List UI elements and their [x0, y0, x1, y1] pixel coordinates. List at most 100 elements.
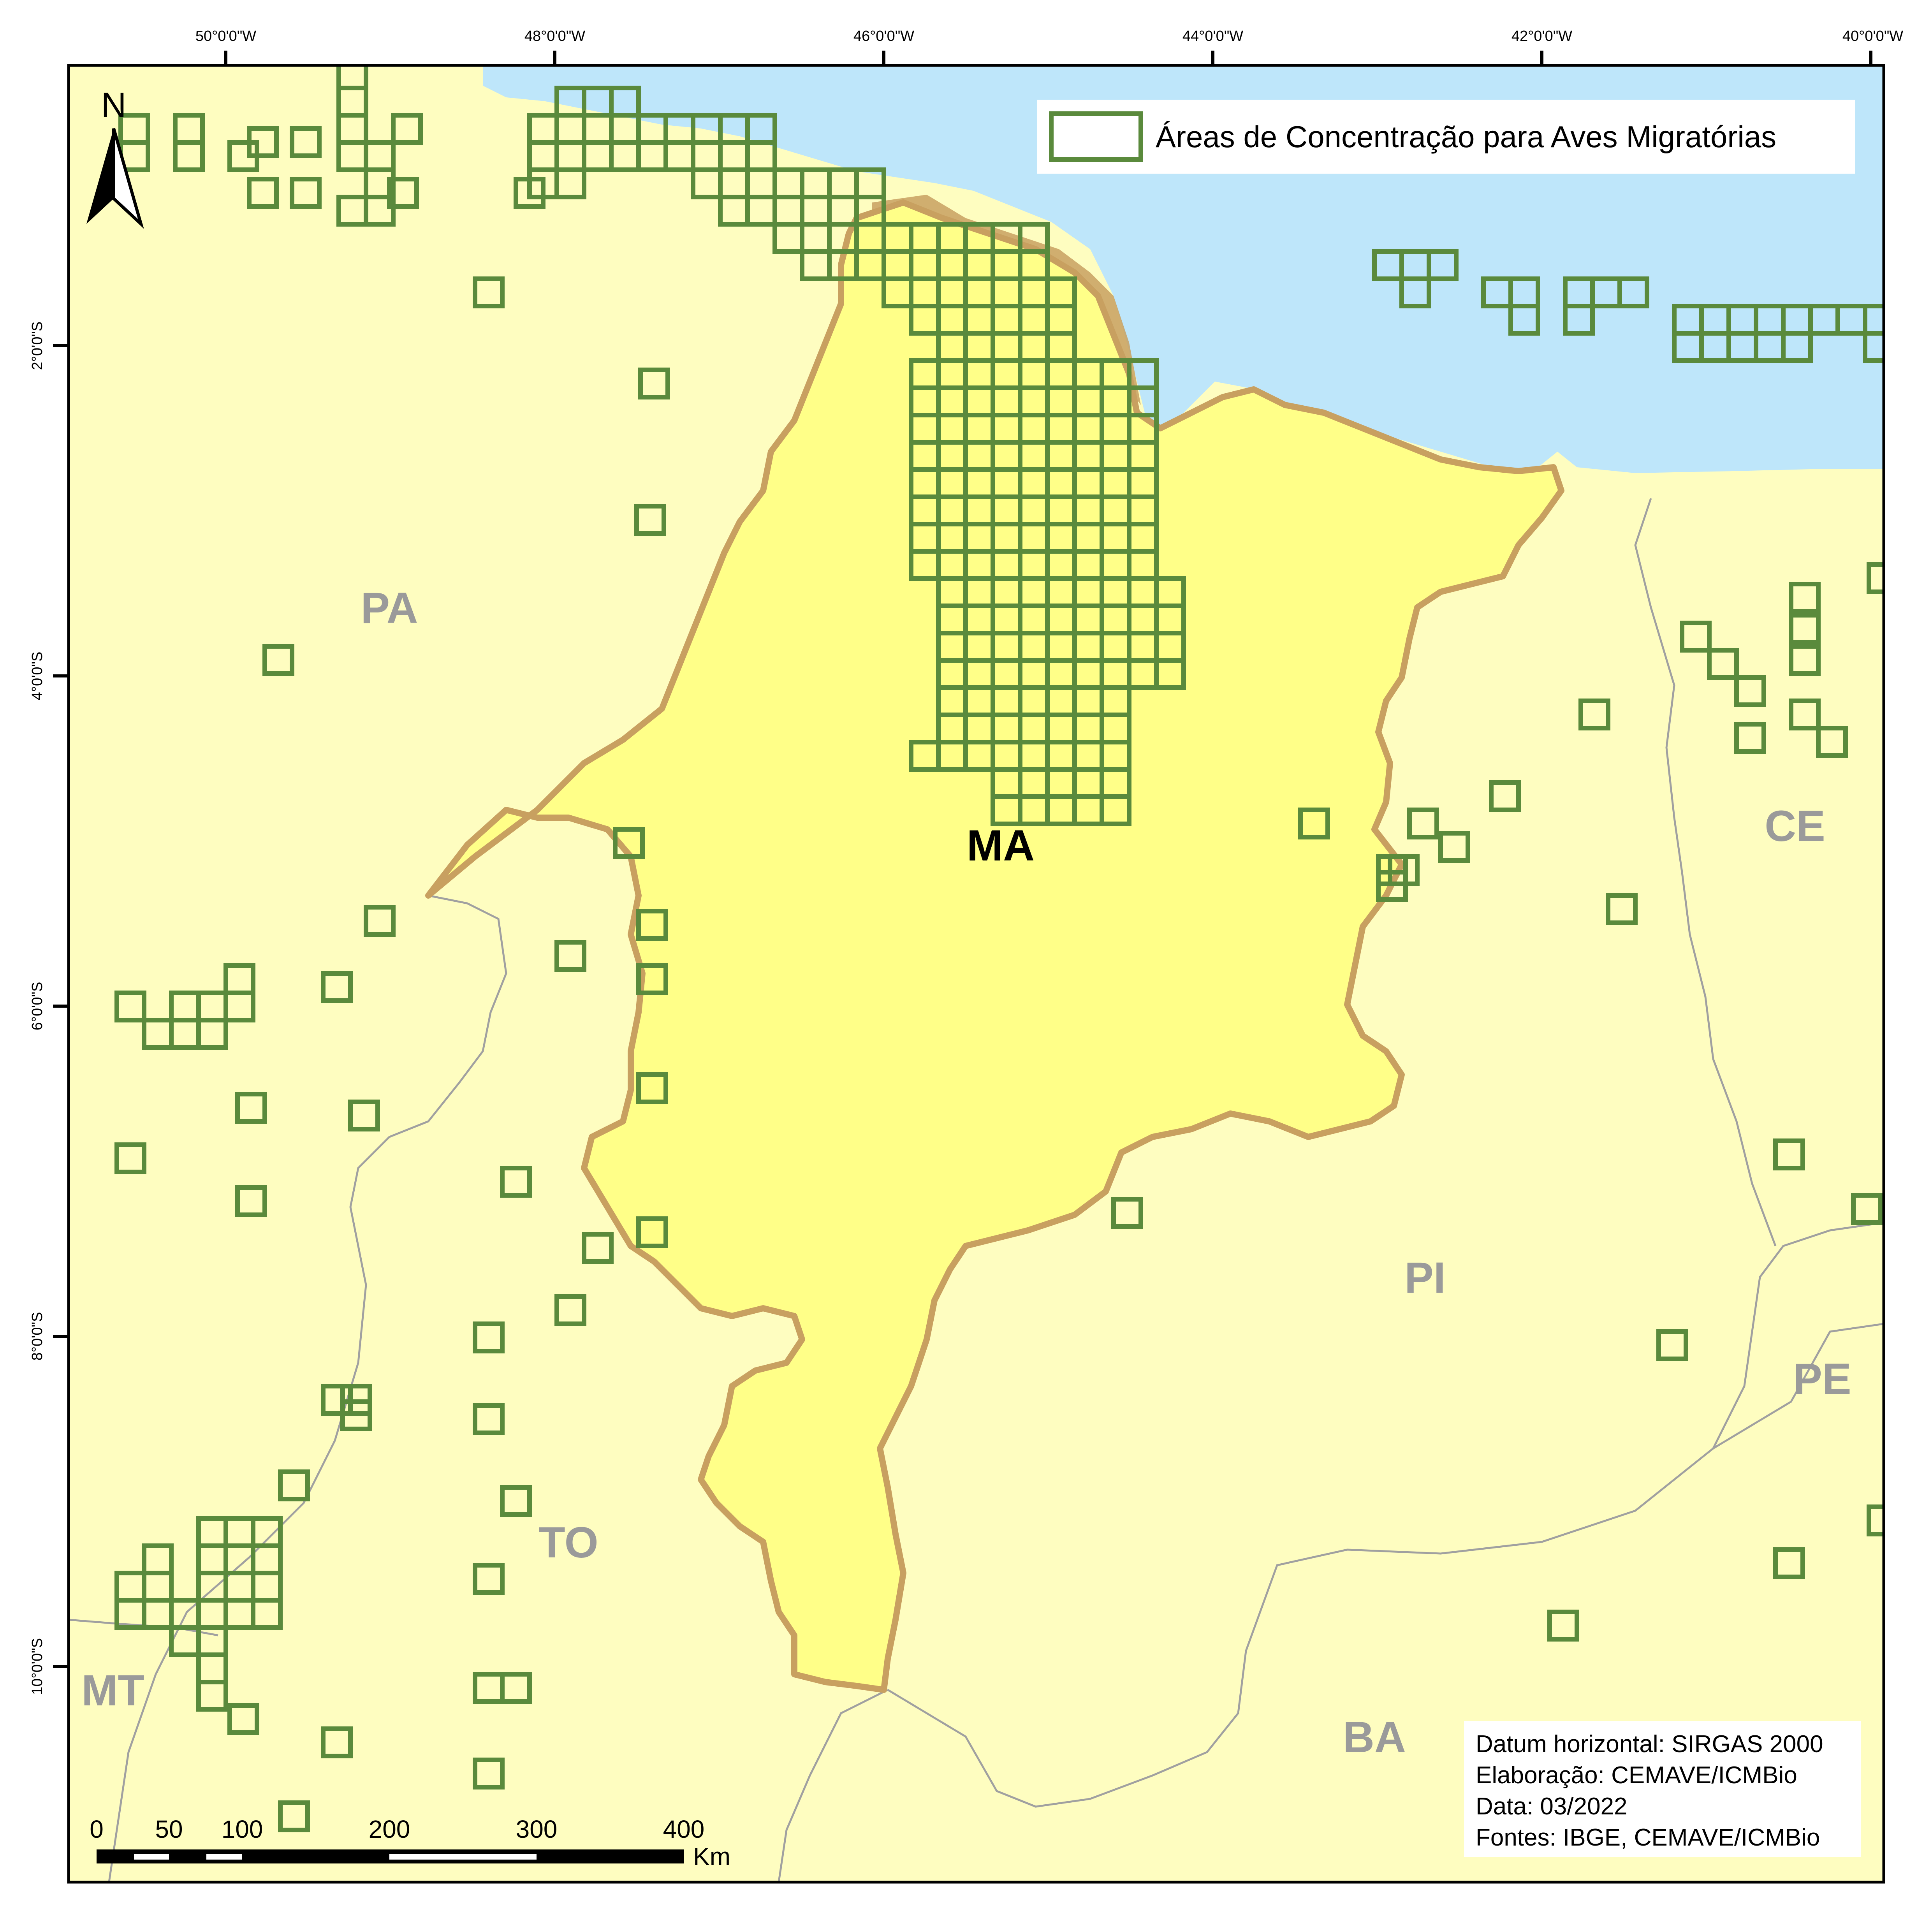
concentration-cell: [1606, 893, 1638, 925]
lat-label-6s: 6°0'0"S: [29, 982, 46, 1031]
concentration-cell: [1707, 648, 1739, 680]
concentration-areas: [114, 65, 1884, 1832]
scale-tick-400: 400: [663, 1815, 705, 1843]
concentration-cell: [638, 368, 670, 399]
north-arrow: N: [86, 86, 144, 229]
concentration-cell: [223, 963, 255, 995]
concentration-cell: [290, 177, 322, 209]
scale-tick-300: 300: [516, 1815, 558, 1843]
concentration-cell: [1547, 1610, 1579, 1642]
concentration-cell: [514, 177, 545, 209]
concentration-cell: [473, 1758, 505, 1789]
state-label-pi: PI: [1404, 1253, 1446, 1302]
concentration-cell: [114, 1142, 146, 1174]
concentration-cell: [1154, 658, 1186, 690]
concentration-cell: [634, 504, 666, 536]
concentration-cell: [554, 940, 586, 972]
concentration-cell: [348, 1100, 380, 1131]
lon-label-50w: 50°0'0"W: [195, 28, 256, 44]
north-arrow-label: N: [101, 86, 127, 125]
legend-swatch: [1049, 111, 1143, 162]
concentration-cell: [636, 1216, 668, 1248]
state-label-pe: PE: [1793, 1355, 1851, 1403]
north-arrow-icon: [86, 128, 114, 224]
concentration-cell: [1863, 331, 1884, 363]
concentration-cell: [1816, 726, 1848, 758]
concentration-cell: [278, 1469, 310, 1501]
state-label-ba: BA: [1343, 1713, 1406, 1761]
concentration-cell: [1298, 808, 1330, 839]
concentration-cell: [1508, 304, 1540, 336]
state-ma: [425, 199, 1564, 1693]
concentration-cell: [1489, 780, 1521, 812]
lat-label-8s: 8°0'0"S: [29, 1312, 46, 1361]
concentration-cell: [1427, 249, 1459, 281]
concentration-cell: [1100, 794, 1131, 826]
concentration-cell: [196, 1680, 228, 1712]
concentration-cell: [1578, 699, 1610, 730]
lat-label-2s: 2°0'0"S: [29, 322, 46, 370]
concentration-cell: [636, 1072, 668, 1104]
concentration-cell: [336, 65, 368, 90]
concentration-cell: [1789, 613, 1821, 645]
scale-tick-200: 200: [369, 1815, 410, 1843]
concentration-cell: [235, 1092, 267, 1124]
concentration-cell: [1781, 331, 1813, 363]
state-label-ma: MA: [967, 821, 1035, 870]
state-label-pa: PA: [361, 584, 418, 632]
concentration-cell: [500, 1672, 532, 1704]
concentration-cell: [1773, 1138, 1805, 1170]
concentration-cell: [340, 1384, 372, 1416]
concentration-cell: [636, 909, 668, 941]
concentration-cell: [251, 1598, 283, 1630]
concentration-cell: [247, 177, 279, 209]
concentration-cell: [1438, 831, 1470, 863]
concentration-cell: [909, 740, 941, 772]
longitude-graticule: [224, 51, 1872, 65]
scale-bar: 0 50 100 200 300 400 Km: [90, 1815, 730, 1870]
concentration-cell: [364, 905, 396, 937]
concentration-cell: [227, 1703, 259, 1735]
concentration-cell: [1563, 304, 1595, 336]
concentration-cell: [1656, 1329, 1688, 1361]
concentration-cell: [1111, 1197, 1143, 1229]
legend-label: Áreas de Concentração para Aves Migratór…: [1156, 120, 1776, 154]
latitude-graticule: [53, 344, 69, 1668]
concentration-cell: [290, 126, 322, 158]
state-borders: [69, 498, 1884, 1882]
concentration-cell: [114, 991, 146, 1022]
lon-label-44w: 44°0'0"W: [1182, 28, 1243, 44]
concentration-cell: [1407, 808, 1439, 839]
concentration-cell: [1734, 675, 1766, 707]
concentration-cell: [473, 1403, 505, 1435]
concentration-cell: [609, 86, 641, 118]
credit-datum: Datum horizontal: SIRGAS 2000: [1476, 1731, 1823, 1758]
concentration-cell: [1388, 854, 1420, 886]
lon-label-42w: 42°0'0"W: [1511, 28, 1572, 44]
concentration-cell: [1773, 1547, 1805, 1579]
concentration-cell: [1680, 621, 1712, 653]
concentration-cell: [247, 126, 279, 158]
concentration-cell: [636, 963, 668, 995]
concentration-cell: [1789, 699, 1821, 730]
credit-date: Data: 03/2022: [1476, 1793, 1628, 1820]
credit-author: Elaboração: CEMAVE/ICMBio: [1476, 1762, 1797, 1789]
state-label-to: TO: [538, 1518, 598, 1567]
concentration-cell: [173, 140, 205, 172]
scale-unit: Km: [693, 1842, 730, 1870]
concentration-cell: [500, 1485, 532, 1517]
concentration-cell: [391, 113, 423, 145]
map-body: PA MA CE PI PE TO MT BA N Áreas de Conce…: [69, 65, 1884, 1882]
concentration-cell: [1789, 644, 1821, 676]
concentration-cell: [387, 177, 419, 209]
concentration-cell: [613, 827, 645, 859]
concentration-cell: [1734, 722, 1766, 754]
credit-sources: Fontes: IBGE, CEMAVE/ICMBio: [1476, 1824, 1820, 1851]
concentration-cell: [473, 1563, 505, 1595]
concentration-cell: [473, 1321, 505, 1353]
lon-label-40w: 40°0'0"W: [1842, 28, 1903, 44]
scale-tick-50: 50: [155, 1815, 183, 1843]
concentration-cell: [251, 1516, 283, 1548]
scale-tick-100: 100: [222, 1815, 263, 1843]
